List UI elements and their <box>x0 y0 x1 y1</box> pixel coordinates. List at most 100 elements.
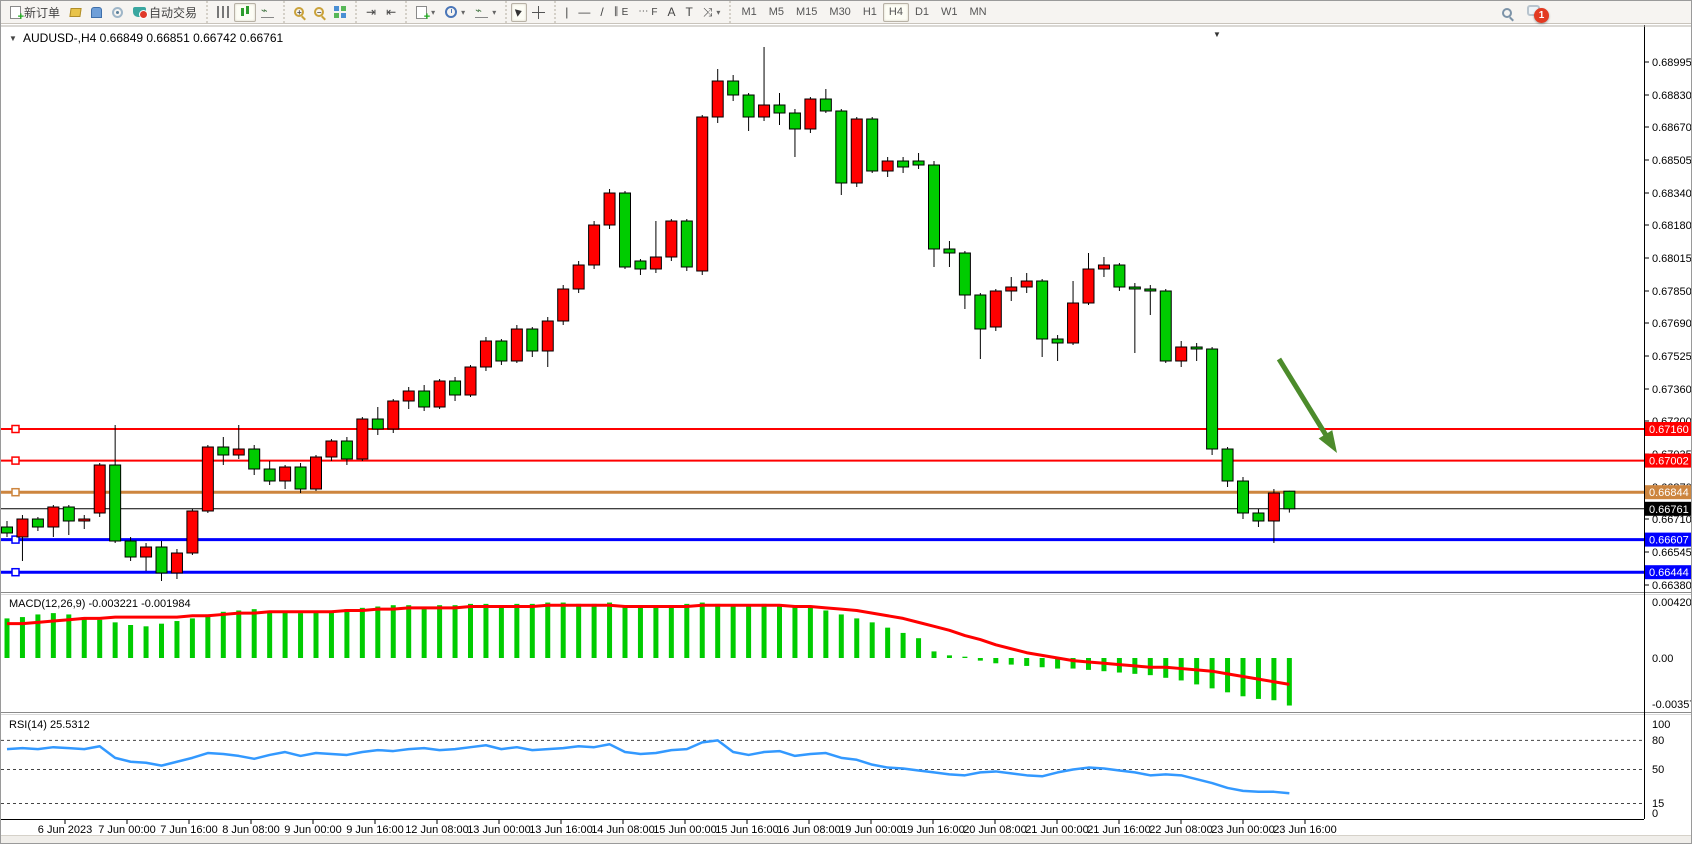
macd-bar <box>762 604 767 658</box>
timeframe-m30-button[interactable]: M30 <box>823 3 856 22</box>
profiles-button[interactable]: ▾ <box>440 3 470 22</box>
auto-scroll-button[interactable]: ⇥ <box>361 3 381 22</box>
signals-button[interactable] <box>107 3 128 22</box>
macd-bar <box>901 633 906 658</box>
timeframe-mn-button[interactable]: MN <box>964 3 993 22</box>
candle <box>233 449 244 455</box>
depth-of-market-button[interactable] <box>65 3 86 22</box>
candle <box>1222 449 1233 481</box>
svg-text:-0.003575: -0.003575 <box>1652 699 1692 711</box>
svg-text:0.68505: 0.68505 <box>1652 155 1692 167</box>
svg-text:0.68670: 0.68670 <box>1652 122 1692 134</box>
candle <box>32 519 43 527</box>
macd-bar <box>700 603 705 658</box>
timeframe-m15-button[interactable]: M15 <box>790 3 823 22</box>
notifications-button[interactable]: 1 <box>1527 5 1543 21</box>
line-chart-button[interactable] <box>256 3 279 22</box>
channel-button[interactable]: ∥E <box>609 3 634 22</box>
candle <box>898 161 909 167</box>
macd-bar <box>437 605 442 658</box>
candle <box>1021 281 1032 287</box>
candle <box>295 467 306 489</box>
chart-window[interactable]: 0.689950.688300.686700.685050.683400.681… <box>1 25 1692 837</box>
candle <box>573 265 584 289</box>
new-chart-button[interactable]: ▾ <box>411 3 440 22</box>
candle <box>156 547 167 573</box>
candle <box>650 257 661 269</box>
new-order-label: 新订单 <box>24 4 60 21</box>
candle <box>450 381 461 395</box>
candle <box>218 447 229 455</box>
main-toolbar: 新订单 自动交易 + – ⇥ ⇤ ▾ ▾ ▾ <box>1 1 1691 24</box>
macd-bar <box>1210 658 1215 688</box>
macd-bar <box>823 610 828 658</box>
fibo-letter: F <box>651 7 657 18</box>
new-order-button[interactable]: 新订单 <box>5 3 65 22</box>
clock-icon <box>445 6 457 18</box>
candle <box>48 507 59 527</box>
arrows-button[interactable]: ⤨▾ <box>698 3 726 22</box>
timeframe-m1-button[interactable]: M1 <box>735 3 762 22</box>
candle <box>1160 291 1171 361</box>
macd-bar <box>344 609 349 658</box>
candle <box>1207 349 1218 449</box>
macd-bar <box>375 607 380 658</box>
zoom-in-button[interactable]: + <box>289 3 309 22</box>
chart-type-group <box>206 1 283 23</box>
candle <box>975 295 986 329</box>
macd-bar <box>159 624 164 658</box>
signal-icon <box>112 7 123 18</box>
macd-bar <box>113 622 118 658</box>
horizontal-line-button[interactable]: — <box>573 3 595 22</box>
macd-bar <box>561 603 566 658</box>
candlestick-button[interactable] <box>234 3 256 22</box>
zoom-out-button[interactable]: – <box>309 3 329 22</box>
fibonacci-icon: ⋯ <box>638 7 648 17</box>
crosshair-button[interactable] <box>527 3 550 22</box>
search-button[interactable] <box>1497 3 1517 22</box>
algo-book-button[interactable] <box>86 3 107 22</box>
timeframe-w1-button[interactable]: W1 <box>935 3 964 22</box>
macd-bar <box>731 605 736 658</box>
vertical-line-button[interactable]: | <box>560 3 573 22</box>
timeframe-h4-button[interactable]: H4 <box>883 3 909 22</box>
candle <box>558 289 569 321</box>
cursor-group <box>505 1 554 23</box>
candle <box>820 99 831 111</box>
macd-bar <box>97 620 102 658</box>
candle <box>774 105 785 113</box>
chart-shift-button[interactable]: ⇤ <box>381 3 401 22</box>
timeframe-m5-button[interactable]: M5 <box>763 3 790 22</box>
text-label-button[interactable]: T <box>680 3 697 22</box>
cursor-button[interactable] <box>511 3 527 22</box>
macd-bar <box>962 657 967 658</box>
timeframe-h1-button[interactable]: H1 <box>857 3 883 22</box>
macd-bar <box>468 604 473 658</box>
candle <box>913 161 924 165</box>
svg-text:0: 0 <box>1652 808 1658 820</box>
candle <box>357 419 368 459</box>
line-anchor <box>12 489 19 496</box>
price-chart-svg[interactable]: 0.689950.688300.686700.685050.683400.681… <box>1 25 1692 837</box>
candle <box>403 391 414 401</box>
candle <box>1145 289 1156 291</box>
macd-bar <box>576 604 581 658</box>
text-button[interactable]: A <box>662 3 680 22</box>
bar-chart-button[interactable] <box>212 3 234 22</box>
timeframe-d1-button[interactable]: D1 <box>909 3 935 22</box>
macd-bar <box>221 612 226 658</box>
indicators-button[interactable]: ▾ <box>470 3 501 22</box>
candle <box>1284 491 1295 509</box>
auto-trading-button[interactable]: 自动交易 <box>128 3 202 22</box>
tile-windows-button[interactable] <box>329 3 351 22</box>
candle <box>681 221 692 267</box>
candle <box>2 527 13 533</box>
candle <box>712 81 723 117</box>
macd-bar <box>916 638 921 658</box>
candle <box>882 161 893 171</box>
trendline-button[interactable]: / <box>595 3 608 22</box>
chevron-down-icon: ▾ <box>716 8 720 17</box>
fibonacci-button[interactable]: ⋯F <box>633 3 662 22</box>
candle <box>94 465 105 513</box>
svg-text:0.67360: 0.67360 <box>1652 384 1692 396</box>
